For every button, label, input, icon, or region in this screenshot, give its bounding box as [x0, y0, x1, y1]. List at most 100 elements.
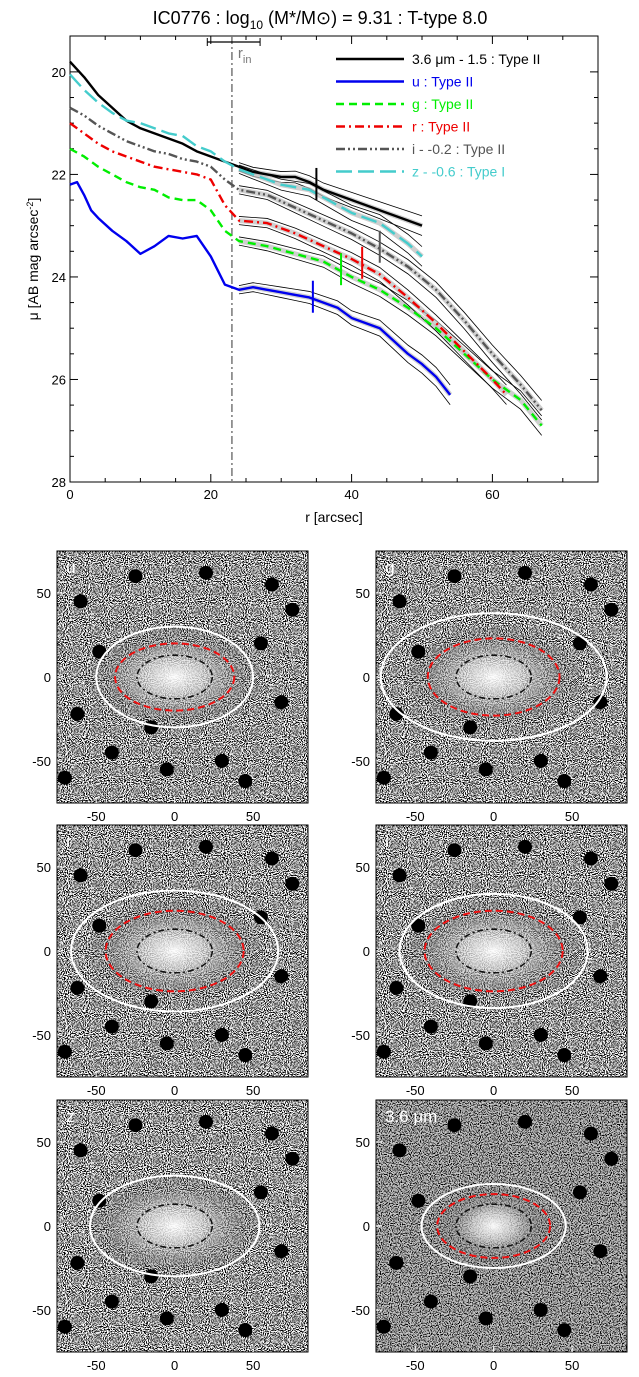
y-tick-label: 0 [363, 944, 370, 959]
star-mask [285, 876, 300, 891]
series-line-4 [69, 106, 543, 411]
galaxy-glow [84, 1174, 265, 1278]
y-tick-label: -50 [32, 1303, 51, 1318]
y-axis: 20 22 24 26 28 [52, 65, 598, 490]
x-tick-label: 60 [485, 487, 499, 502]
y-axis-label: μ [AB mag arcsec-2] [25, 198, 41, 321]
star-mask [478, 1036, 493, 1051]
galaxy-glow [84, 625, 265, 729]
y-tick-label: 26 [52, 372, 66, 387]
legend-label-3: r : Type II [412, 119, 470, 135]
star-mask [57, 1044, 72, 1059]
galaxy-glow [433, 1186, 554, 1266]
inner-ellipse [455, 928, 533, 974]
star-mask [583, 577, 598, 592]
star-mask [518, 1114, 533, 1129]
r-in-marker: rin [206, 36, 261, 482]
star-mask [392, 594, 407, 609]
star-mask [199, 839, 214, 854]
star-mask [73, 594, 88, 609]
y-tick-label: 0 [44, 670, 51, 685]
panel-label: u [66, 558, 75, 577]
y-tick-label: 50 [356, 860, 370, 875]
y-tick-label: -50 [351, 1028, 370, 1043]
star-mask [572, 1185, 587, 1200]
fit-line [238, 173, 423, 267]
image-panel-5: 3.6 μm -50 0 50 50 0 -50 [351, 1099, 628, 1373]
legend-label-4: i - -0.2 : Type II [412, 141, 505, 157]
galaxy-glow [84, 899, 265, 1003]
star-mask [533, 1028, 548, 1042]
fit-line [238, 224, 507, 405]
break-ellipse [104, 909, 245, 993]
y-tick-label: 0 [44, 944, 51, 959]
panel-label: i [385, 832, 389, 851]
star-mask [604, 876, 619, 891]
break-ellipse [423, 909, 564, 993]
star-mask [92, 644, 107, 659]
inner-ellipse [455, 1203, 533, 1249]
x-tick-label: 50 [565, 1358, 579, 1373]
star-mask [376, 1319, 391, 1334]
fit-line [238, 244, 542, 436]
break-markers [311, 167, 381, 313]
star-mask [463, 720, 478, 735]
star-mask [159, 762, 174, 777]
star-mask [57, 1319, 72, 1334]
x-tick-label: 0 [490, 1083, 497, 1098]
y-tick-label: -50 [351, 1303, 370, 1318]
outer-ellipse [420, 1183, 567, 1269]
image-content [57, 1100, 308, 1352]
star-mask [253, 1185, 268, 1200]
break-ellipse [426, 637, 561, 717]
legend: 3.6 μm - 1.5 : Type II u : Type II g : Typ… [336, 51, 540, 180]
x-tick-label: 40 [344, 487, 358, 502]
x-tick-label: 50 [565, 809, 579, 824]
star-mask [593, 695, 608, 710]
star-mask [104, 745, 119, 760]
star-mask [274, 969, 289, 984]
r-in-label: rin [238, 45, 252, 66]
star-mask [92, 918, 107, 933]
star-mask [285, 602, 300, 617]
x-tick-label: 50 [246, 1358, 260, 1373]
star-mask [518, 565, 533, 580]
star-mask [70, 980, 85, 995]
y-tick-label: 0 [363, 670, 370, 685]
fit-line [238, 162, 423, 217]
image-panel-3: i -50 0 50 50 0 -50 [351, 824, 628, 1098]
x-axis-label: r [arcsec] [305, 509, 363, 525]
star-mask [274, 1244, 289, 1259]
star-mask [128, 843, 143, 858]
x-tick-label: -50 [87, 1358, 106, 1373]
x-tick-label: -50 [406, 1358, 425, 1373]
fit-line [238, 282, 451, 386]
chart-title: IC0776 : log10 (M*/M⊙) = 9.31 : T-type 8… [153, 8, 488, 32]
outer-ellipse [70, 889, 280, 1013]
y-tick-label: 24 [52, 270, 66, 285]
x-tick-label: 0 [171, 1358, 178, 1373]
star-mask [144, 720, 159, 735]
series-line-0 [69, 60, 423, 227]
plot-frame [69, 35, 599, 483]
series-lines [69, 60, 543, 427]
star-mask [392, 868, 407, 883]
star-mask [253, 636, 268, 651]
star-mask [423, 1019, 438, 1034]
y-tick-label: 28 [52, 475, 66, 490]
fit-line [238, 185, 542, 401]
star-mask [533, 1303, 548, 1317]
star-mask [478, 762, 493, 777]
uncertainty-band [238, 238, 544, 428]
legend-label-0: 3.6 μm - 1.5 : Type II [412, 51, 540, 67]
image-content [57, 551, 308, 803]
star-mask [238, 1323, 253, 1338]
star-mask [389, 706, 404, 721]
break-ellipse [114, 642, 236, 712]
x-tick-label: 50 [565, 1083, 579, 1098]
x-tick-label: 0 [171, 809, 178, 824]
y-tick-label: 50 [37, 860, 51, 875]
star-mask [389, 980, 404, 995]
x-tick-label: 0 [490, 809, 497, 824]
